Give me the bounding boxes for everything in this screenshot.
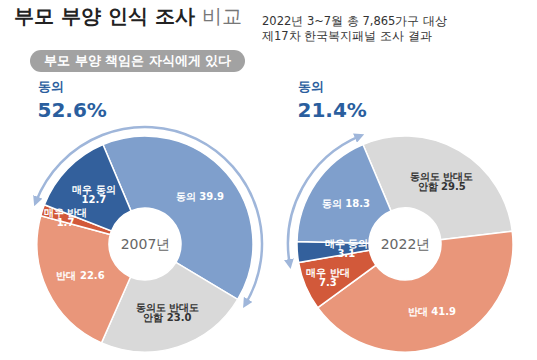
svg-text:반대 22.6: 반대 22.6 [56,270,104,281]
svg-text:2007년: 2007년 [121,236,171,252]
svg-text:매우 반대7.3: 매우 반대7.3 [306,267,349,288]
svg-text:동의: 동의 [298,79,324,94]
svg-text:매우 동의12.7: 매우 동의12.7 [72,184,115,205]
svg-text:동의 18.3: 동의 18.3 [322,198,370,209]
svg-text:21.4%: 21.4% [298,98,367,122]
svg-text:52.6%: 52.6% [38,98,107,122]
svg-text:2022년: 2022년 [381,236,431,252]
svg-text:매우 동의3.1: 매우 동의3.1 [325,238,368,259]
html-text:부모 부양 책임은 자식에게 있다: 부모 부양 책임은 자식에게 있다 [44,53,232,68]
svg-text:동의도 반대도안함 29.5: 동의도 반대도안함 29.5 [410,171,473,192]
svg-text:매우 반대1.7: 매우 반대1.7 [44,207,87,228]
svg-text:동의 39.9: 동의 39.9 [176,191,224,202]
html-text:부모 부양 인식 조사비교: 부모 부양 인식 조사비교 [14,4,242,28]
svg-text:동의: 동의 [38,79,64,94]
svg-text:동의도 반대도안함 23.0: 동의도 반대도안함 23.0 [136,302,199,323]
svg-text:반대 41.9: 반대 41.9 [408,306,456,317]
html-text:제17차 한국복지패널 조사 결과: 제17차 한국복지패널 조사 결과 [262,29,432,43]
html-text:2022년 3~7월 총 7,865가구 대상: 2022년 3~7월 총 7,865가구 대상 [262,14,448,28]
